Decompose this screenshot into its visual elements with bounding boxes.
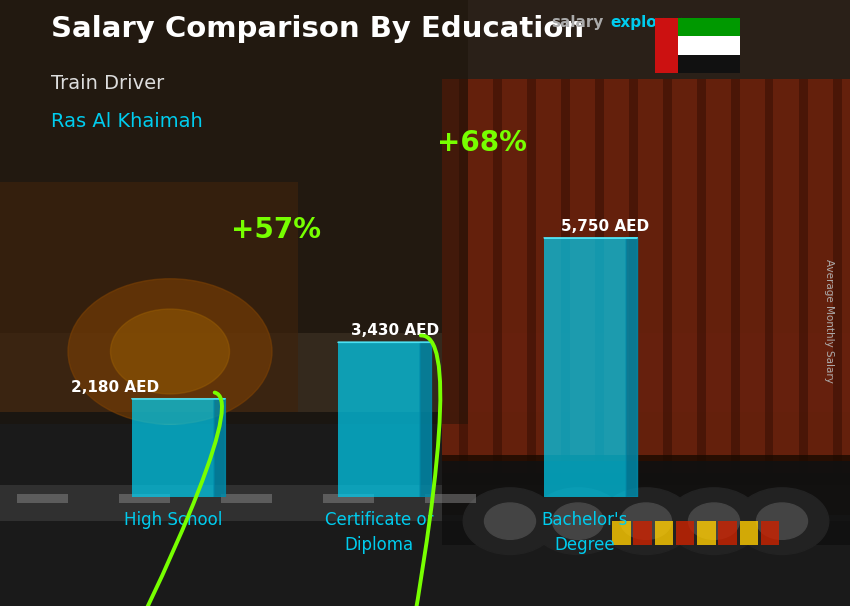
Circle shape: [531, 488, 625, 554]
Bar: [119, 494, 170, 503]
Bar: [442, 454, 850, 515]
Bar: [654, 521, 673, 545]
Text: .com: .com: [699, 15, 740, 30]
Bar: [833, 79, 842, 473]
Text: explorer: explorer: [610, 15, 683, 30]
Bar: [442, 461, 850, 545]
Bar: [740, 521, 758, 545]
Polygon shape: [420, 342, 432, 497]
Bar: [323, 494, 374, 503]
Text: 2,180 AED: 2,180 AED: [71, 379, 159, 395]
Bar: [0, 412, 850, 606]
Bar: [425, 494, 476, 503]
Text: 3,430 AED: 3,430 AED: [351, 324, 439, 338]
Polygon shape: [214, 399, 225, 497]
Bar: [221, 494, 272, 503]
Bar: [731, 79, 740, 473]
Circle shape: [484, 503, 536, 539]
Bar: [337, 342, 420, 497]
Bar: [629, 79, 638, 473]
Bar: [678, 55, 740, 73]
Bar: [459, 79, 468, 473]
Bar: [0, 0, 850, 333]
Bar: [654, 18, 678, 73]
Text: salary: salary: [551, 15, 604, 30]
Circle shape: [735, 488, 829, 554]
Circle shape: [68, 279, 272, 424]
Bar: [493, 79, 501, 473]
Text: Ras Al Khaimah: Ras Al Khaimah: [51, 112, 203, 131]
Bar: [697, 79, 706, 473]
Text: Average Monthly Salary: Average Monthly Salary: [824, 259, 834, 383]
Circle shape: [756, 503, 808, 539]
Polygon shape: [626, 238, 638, 497]
Bar: [678, 36, 740, 55]
Bar: [799, 79, 808, 473]
Bar: [17, 494, 68, 503]
Circle shape: [667, 488, 761, 554]
Text: Train Driver: Train Driver: [51, 74, 164, 93]
Circle shape: [463, 488, 557, 554]
Bar: [527, 79, 536, 473]
Text: +57%: +57%: [231, 216, 320, 244]
Bar: [132, 399, 214, 497]
Bar: [0, 485, 850, 521]
Bar: [442, 79, 850, 473]
Circle shape: [110, 309, 230, 394]
Bar: [544, 238, 626, 497]
Text: 5,750 AED: 5,750 AED: [562, 219, 649, 234]
Bar: [676, 521, 694, 545]
Bar: [0, 0, 468, 424]
Circle shape: [599, 488, 693, 554]
Bar: [678, 18, 740, 36]
Bar: [612, 521, 631, 545]
Bar: [697, 521, 716, 545]
Bar: [0, 182, 298, 545]
Text: +68%: +68%: [437, 129, 527, 157]
Bar: [633, 521, 652, 545]
Bar: [663, 79, 672, 473]
Bar: [765, 79, 774, 473]
Bar: [595, 79, 604, 473]
Bar: [442, 79, 850, 473]
Bar: [561, 79, 570, 473]
Circle shape: [552, 503, 604, 539]
Circle shape: [620, 503, 672, 539]
Bar: [761, 521, 779, 545]
Circle shape: [688, 503, 740, 539]
Bar: [718, 521, 737, 545]
Text: Salary Comparison By Education: Salary Comparison By Education: [51, 15, 584, 43]
